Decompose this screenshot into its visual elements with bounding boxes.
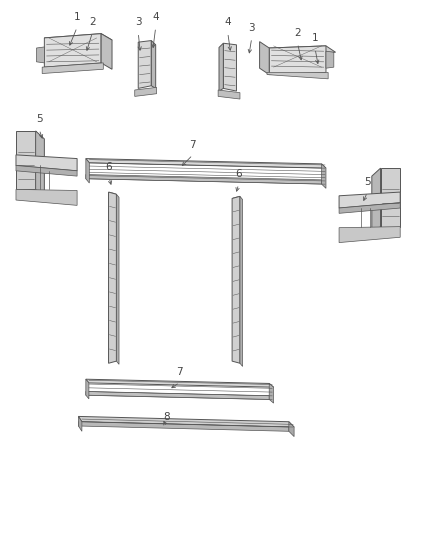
- Polygon shape: [117, 194, 119, 365]
- Polygon shape: [86, 174, 321, 184]
- Polygon shape: [86, 391, 269, 399]
- Polygon shape: [109, 192, 117, 364]
- Polygon shape: [101, 34, 112, 69]
- Polygon shape: [326, 51, 334, 68]
- Polygon shape: [240, 196, 243, 367]
- Text: 6: 6: [106, 162, 112, 172]
- Text: 3: 3: [248, 22, 255, 33]
- Polygon shape: [16, 131, 35, 189]
- Polygon shape: [16, 165, 77, 176]
- Polygon shape: [260, 42, 269, 75]
- Polygon shape: [381, 168, 400, 227]
- Text: 7: 7: [190, 140, 196, 150]
- Polygon shape: [269, 46, 326, 75]
- Text: 5: 5: [364, 177, 371, 187]
- Polygon shape: [218, 90, 240, 99]
- Text: 4: 4: [152, 12, 159, 22]
- Polygon shape: [78, 416, 82, 431]
- Text: 3: 3: [135, 17, 141, 27]
- Text: 5: 5: [36, 114, 42, 124]
- Polygon shape: [86, 159, 89, 183]
- Polygon shape: [44, 34, 112, 44]
- Text: 2: 2: [89, 17, 95, 27]
- Text: 2: 2: [294, 28, 301, 38]
- Polygon shape: [151, 41, 155, 88]
- Polygon shape: [321, 164, 326, 188]
- Polygon shape: [267, 72, 328, 79]
- Polygon shape: [86, 379, 274, 387]
- Polygon shape: [232, 196, 240, 364]
- Text: 4: 4: [224, 17, 231, 27]
- Polygon shape: [339, 203, 400, 213]
- Text: 1: 1: [312, 33, 318, 43]
- Polygon shape: [78, 416, 294, 427]
- Polygon shape: [138, 41, 151, 88]
- Polygon shape: [135, 87, 156, 96]
- Polygon shape: [86, 159, 326, 168]
- Polygon shape: [372, 168, 381, 235]
- Polygon shape: [16, 155, 77, 171]
- Polygon shape: [223, 43, 237, 91]
- Text: 8: 8: [163, 411, 170, 422]
- Polygon shape: [289, 422, 294, 437]
- Polygon shape: [35, 131, 44, 197]
- Polygon shape: [219, 43, 223, 91]
- Polygon shape: [44, 34, 101, 67]
- Polygon shape: [36, 47, 44, 63]
- Polygon shape: [339, 227, 400, 243]
- Polygon shape: [269, 383, 274, 403]
- Polygon shape: [78, 422, 289, 431]
- Text: 6: 6: [235, 169, 242, 179]
- Polygon shape: [269, 46, 336, 52]
- Polygon shape: [16, 189, 77, 205]
- Polygon shape: [42, 63, 103, 74]
- Polygon shape: [86, 379, 89, 399]
- Polygon shape: [339, 192, 400, 208]
- Text: 1: 1: [74, 12, 81, 22]
- Text: 7: 7: [177, 367, 183, 377]
